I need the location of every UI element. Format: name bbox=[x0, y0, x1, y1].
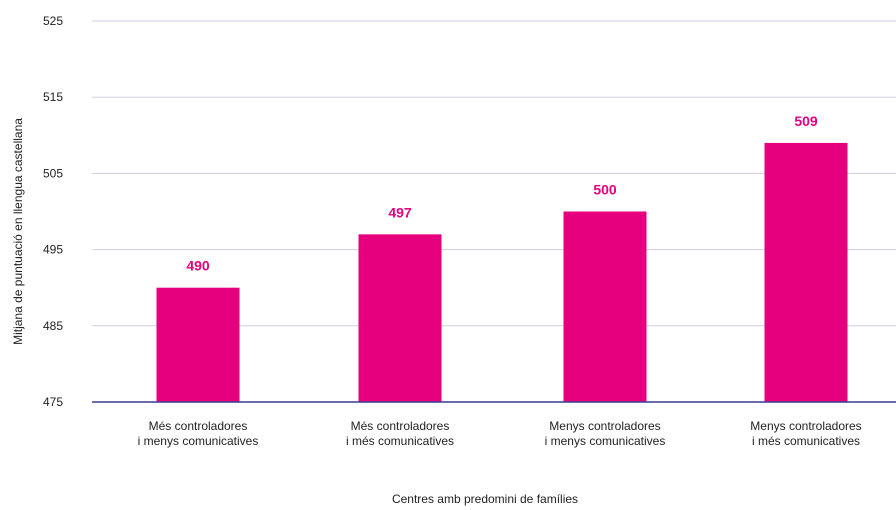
data-label: 497 bbox=[388, 204, 412, 220]
data-label: 509 bbox=[794, 113, 818, 129]
x-tick-label: Més controladores i més comunicatives bbox=[346, 419, 454, 448]
x-tick-label: Menys controladores i més comunicatives bbox=[750, 419, 861, 448]
y-axis-ticks: 475 485 495 505 515 525 bbox=[43, 14, 63, 409]
y-axis-title: Mitjana de puntuació en llengua castella… bbox=[11, 118, 25, 345]
bar bbox=[764, 142, 848, 403]
y-tick-label: 475 bbox=[43, 395, 63, 409]
grid-lines bbox=[92, 20, 896, 327]
data-label: 500 bbox=[593, 182, 617, 198]
bar bbox=[156, 287, 240, 402]
x-tick-label: Més controladores i menys comunicatives bbox=[138, 419, 259, 448]
bar bbox=[358, 234, 442, 402]
y-tick-label: 495 bbox=[43, 243, 63, 257]
bars bbox=[156, 142, 848, 403]
y-tick-label: 505 bbox=[43, 166, 63, 180]
x-axis-title: Centres amb predomini de famílies bbox=[392, 492, 578, 506]
data-label: 490 bbox=[186, 258, 210, 274]
y-tick-label: 485 bbox=[43, 319, 63, 333]
x-axis-categories: Més controladores i menys comunicatives Mé… bbox=[138, 419, 862, 448]
bar bbox=[563, 211, 647, 402]
data-labels: 490 497 500 509 bbox=[186, 113, 818, 274]
y-tick-label: 525 bbox=[43, 14, 63, 28]
y-tick-label: 515 bbox=[43, 90, 63, 104]
x-tick-label: Menys controladores i menys comunicatives bbox=[545, 419, 666, 448]
